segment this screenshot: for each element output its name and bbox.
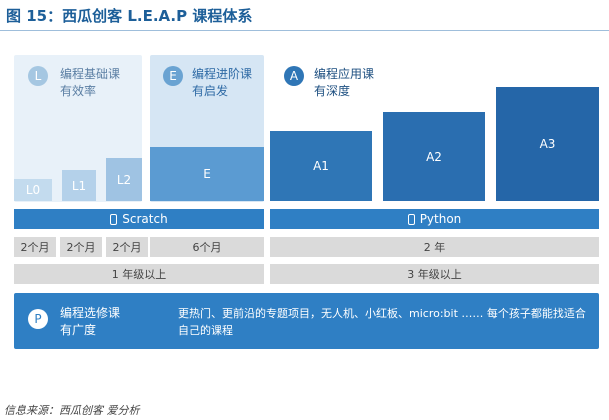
grade-scratch: 1 年级以上 xyxy=(14,264,264,284)
tier-a-quality: 有深度 xyxy=(314,84,351,98)
tier-a-label: 编程应用课 有深度 xyxy=(314,66,374,100)
duration-l0: 2个月 xyxy=(14,237,56,257)
python-label: Python xyxy=(419,212,462,226)
tier-e-label: 编程进阶课 有启发 xyxy=(192,66,252,100)
tier-e-name: 编程进阶课 xyxy=(192,67,253,81)
tier-a-badge: A xyxy=(284,66,304,86)
tier-p-badge: P xyxy=(28,309,48,329)
tier-p-quality: 有广度 xyxy=(60,323,97,337)
device-icon xyxy=(407,213,415,225)
tier-a-name: 编程应用课 xyxy=(314,67,375,81)
tier-p-name: 编程选修课 xyxy=(60,306,121,320)
tier-p-description: 更热门、更前沿的专题项目，无人机、小红板、micro:bit …… 每个孩子都能… xyxy=(178,307,586,337)
level-l0-bar: L0 xyxy=(14,179,52,201)
duration-l1: 2个月 xyxy=(60,237,102,257)
scratch-track: Scratch xyxy=(14,209,264,229)
duration-e: 6个月 xyxy=(150,237,264,257)
level-e-bar: E xyxy=(150,147,264,201)
level-a2-bar: A2 xyxy=(383,112,485,201)
level-a3-bar: A3 xyxy=(496,87,599,201)
level-a1-bar: A1 xyxy=(270,131,372,201)
tier-l-badge: L xyxy=(28,66,48,86)
level-l1-bar: L1 xyxy=(62,170,96,201)
tier-l-quality: 有效率 xyxy=(60,84,97,98)
tier-e-quality: 有启发 xyxy=(192,84,229,98)
tier-p-panel xyxy=(14,293,599,349)
device-icon xyxy=(110,213,118,225)
python-track: Python xyxy=(270,209,599,229)
grade-python: 3 年级以上 xyxy=(270,264,599,284)
tier-p-label: 编程选修课 有广度 xyxy=(60,305,120,339)
tier-l-label: 编程基础课 有效率 xyxy=(60,66,120,100)
tier-l-name: 编程基础课 xyxy=(60,67,121,81)
figure-title: 图 15：西瓜创客 L.E.A.P 课程体系 xyxy=(6,7,253,25)
source-note: 信息来源：西瓜创客 爱分析 xyxy=(4,404,140,417)
tier-e-badge: E xyxy=(163,66,183,86)
duration-l2: 2个月 xyxy=(106,237,148,257)
scratch-label: Scratch xyxy=(122,212,168,226)
level-l2-bar: L2 xyxy=(106,158,142,201)
title-divider xyxy=(0,30,609,31)
duration-a: 2 年 xyxy=(270,237,599,257)
